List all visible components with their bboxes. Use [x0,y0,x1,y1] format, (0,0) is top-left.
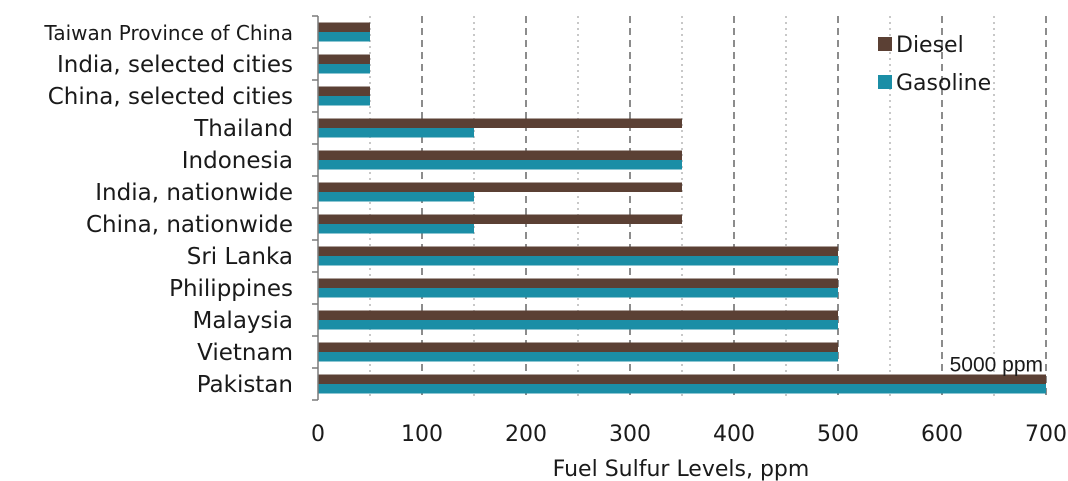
bar-gasoline [318,96,370,106]
labels-layer: Taiwan Province of China India, selected … [43,21,293,398]
x-tick-label: 500 [817,422,859,447]
bar-gasoline [318,288,838,298]
x-tick-label: 100 [401,422,443,447]
x-tick-label: 400 [713,422,755,447]
category-label: Thailand [193,116,293,142]
bars-layer [318,22,1046,394]
category-label: China, selected cities [48,84,293,110]
bar-diesel [318,342,838,352]
bar-diesel [318,86,370,96]
annotation-text: 5000 ppm [950,354,1043,377]
bar-diesel [318,214,682,224]
bar-gasoline [318,384,1046,394]
category-label: India, selected cities [57,52,293,78]
bar-diesel [318,150,682,160]
legend: Diesel Gasoline [878,33,991,96]
axis-layer: 0 100 200 300 400 500 600 700 [311,15,1067,447]
bar-gasoline [318,320,838,330]
x-tick-label: 0 [311,422,325,447]
category-label: China, nationwide [86,212,293,238]
category-label: Taiwan Province of China [43,21,293,45]
legend-label: Diesel [896,33,964,58]
x-tick-label: 700 [1025,422,1067,447]
bar-gasoline [318,160,682,170]
bar-diesel [318,310,838,320]
category-label: Malaysia [192,308,293,334]
legend-label: Gasoline [896,71,991,96]
grid-layer [369,16,1047,400]
bar-diesel [318,22,370,32]
legend-swatch-diesel [878,37,892,51]
bar-diesel [318,118,682,128]
bar-diesel [318,246,838,256]
category-label: India, nationwide [95,180,293,206]
legend-swatch-gasoline [878,75,892,89]
bar-diesel [318,54,370,64]
x-tick-label: 300 [609,422,651,447]
bar-gasoline [318,256,838,266]
bar-diesel [318,374,1046,384]
category-label: Pakistan [197,372,293,398]
category-label: Philippines [169,276,293,302]
bar-gasoline [318,32,370,42]
x-tick-label: 200 [505,422,547,447]
category-label: Sri Lanka [187,244,293,270]
bar-diesel [318,278,838,288]
x-tick-label: 600 [921,422,963,447]
annotation-layer: 5000 ppm [950,354,1043,377]
bar-gasoline [318,224,474,234]
bar-gasoline [318,64,370,74]
bar-gasoline [318,192,474,202]
bar-diesel [318,182,682,192]
category-label: Indonesia [182,148,293,174]
x-axis-title: Fuel Sulfur Levels, ppm [553,457,810,481]
bar-gasoline [318,128,474,138]
category-label: Vietnam [197,340,293,366]
bar-gasoline [318,352,838,362]
